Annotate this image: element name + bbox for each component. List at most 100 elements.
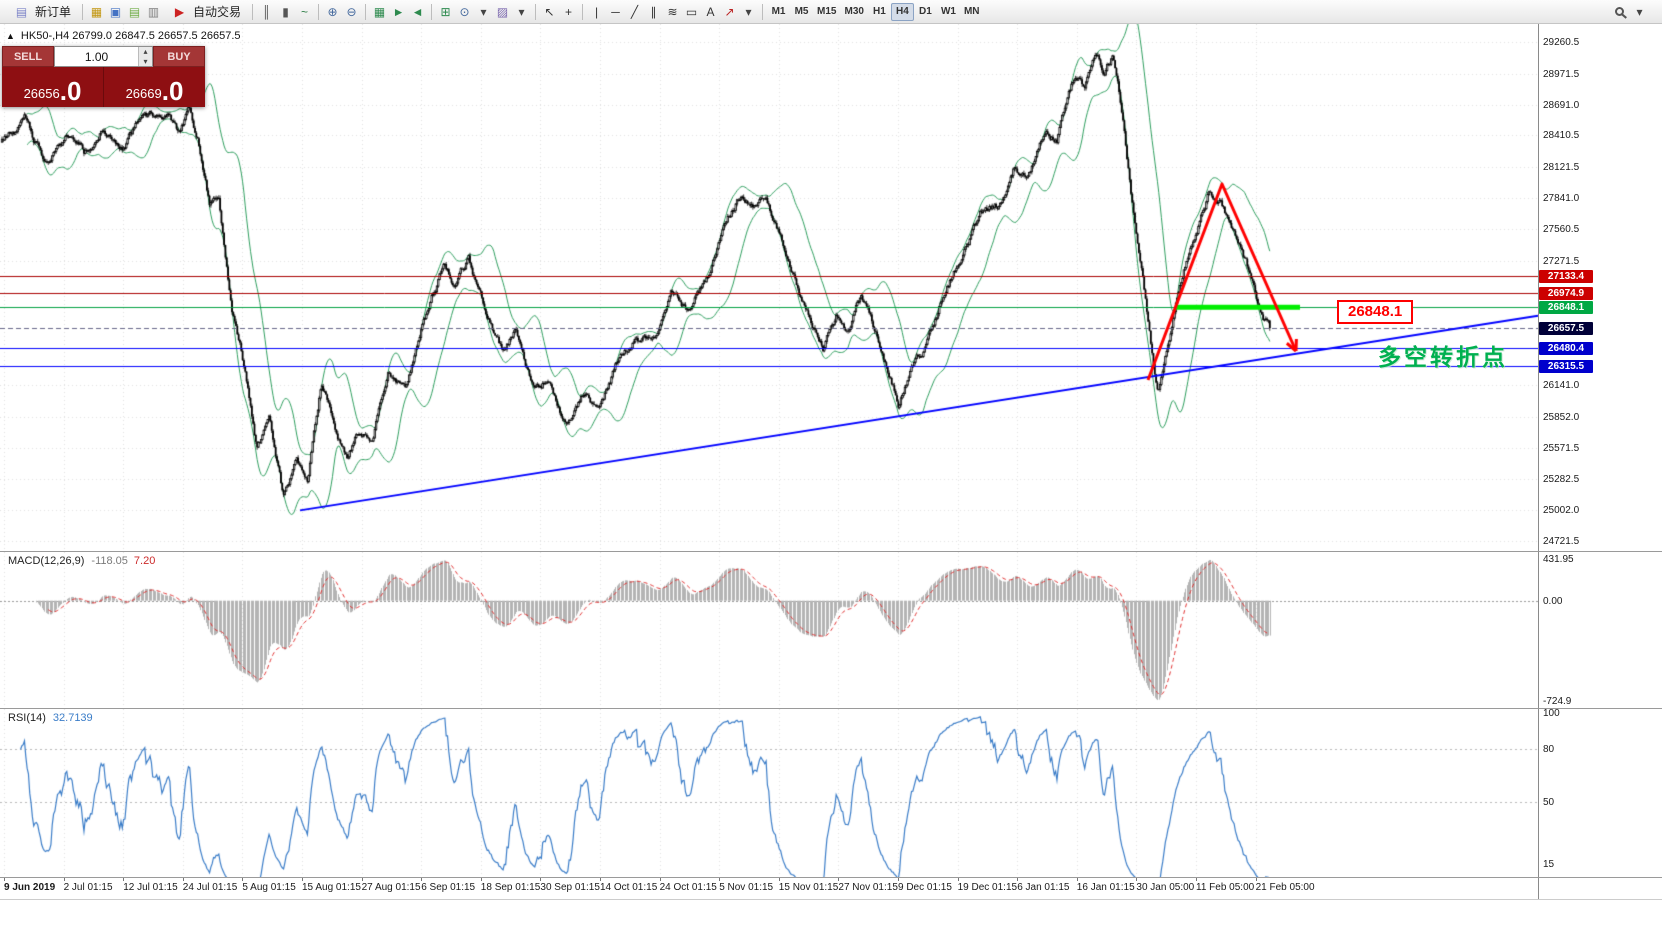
timeframe-d1-button[interactable]: D1 xyxy=(914,3,937,21)
time-axis-label: 5 Aug 01:15 xyxy=(242,882,296,893)
time-axis-label: 9 Dec 01:15 xyxy=(898,882,952,893)
turning-point-note[interactable]: 多空转折点 xyxy=(1378,344,1508,370)
buy-button[interactable]: BUY xyxy=(153,46,205,67)
macd-canvas[interactable] xyxy=(0,552,1538,708)
new-order-icon: ▤ xyxy=(15,4,28,19)
rsi-canvas[interactable] xyxy=(0,709,1538,877)
toolbar-separator xyxy=(365,3,367,20)
indicators-icon[interactable]: ⊞ xyxy=(440,4,451,19)
search-icon[interactable] xyxy=(1615,7,1624,16)
toolbar-separator xyxy=(762,3,764,20)
time-axis-tick xyxy=(898,878,899,881)
market-watch-icon[interactable]: ▦ xyxy=(90,4,103,19)
auto-scroll-icon[interactable]: ► xyxy=(392,4,405,19)
volume-input[interactable] xyxy=(55,47,138,66)
time-axis-tick xyxy=(123,878,124,881)
horizontal-line-icon[interactable]: ─ xyxy=(611,4,620,19)
timeframe-m15-button[interactable]: M15 xyxy=(813,3,840,21)
volume-down-icon[interactable]: ▾ xyxy=(139,56,152,66)
time-axis-label: 6 Jan 01:15 xyxy=(1017,882,1070,893)
time-axis-tick xyxy=(421,878,422,881)
toolbar-separator xyxy=(82,3,84,20)
time-axis-tick xyxy=(838,878,839,881)
rsi-label: RSI(14) 32.7139 xyxy=(8,712,93,724)
chart-toolbar-group: ║ ▮ ~ ⊕ ⊖ ▦ ► ◄ ⊞ ⊙ ▾ ▨ ▾ ↖ + | ─ ╱ ∥ ≋ ▭ A ↗ ▾ xyxy=(257,2,767,21)
volume-up-icon[interactable]: ▴ xyxy=(139,47,152,57)
zoom-out-icon[interactable]: ⊖ xyxy=(346,4,357,19)
templates-dropdown-icon[interactable]: ▾ xyxy=(518,4,525,19)
time-axis-label: 19 Dec 01:15 xyxy=(957,882,1018,893)
sell-button[interactable]: SELL xyxy=(2,46,54,67)
sell-price-display[interactable]: 26656.0 xyxy=(2,67,104,107)
vertical-line-icon[interactable]: | xyxy=(594,4,599,19)
time-axis-tick xyxy=(958,878,959,881)
zoom-in-icon[interactable]: ⊕ xyxy=(327,4,338,19)
time-axis-label: 18 Sep 01:15 xyxy=(480,882,541,893)
line-chart-icon[interactable]: ~ xyxy=(301,4,309,19)
time-axis-label: 2 Jul 01:15 xyxy=(63,882,113,893)
templates-icon[interactable]: ▨ xyxy=(496,4,509,19)
time-axis-label: 6 Sep 01:15 xyxy=(421,882,476,893)
time-axis-tick xyxy=(719,878,720,881)
chart-shift-icon[interactable]: ◄ xyxy=(411,4,424,19)
arrow-tool-icon[interactable]: ↗ xyxy=(724,4,735,19)
bar-chart-icon[interactable]: ║ xyxy=(262,4,271,19)
time-axis-label: 11 Feb 05:00 xyxy=(1196,882,1255,893)
file-toolbar-group: ▦ ▣ ▤ ▥ xyxy=(87,2,163,21)
time-axis-tick xyxy=(1017,878,1018,881)
time-axis-label: 16 Jan 01:15 xyxy=(1076,882,1135,893)
trendline-icon[interactable]: ╱ xyxy=(630,4,639,19)
price-axis-column[interactable] xyxy=(1538,24,1662,899)
timeframe-m5-button[interactable]: M5 xyxy=(790,3,813,21)
time-axis-label: 30 Sep 01:15 xyxy=(540,882,600,893)
time-axis-tick xyxy=(1077,878,1078,881)
text-icon[interactable]: A xyxy=(706,4,715,19)
fibonacci-icon[interactable]: ≋ xyxy=(667,4,678,19)
panel-separator[interactable] xyxy=(0,708,1662,709)
time-axis-tick xyxy=(64,878,65,881)
symbols-dropdown-icon[interactable]: ▾ xyxy=(1636,4,1643,19)
cursor-icon[interactable]: ↖ xyxy=(544,4,555,19)
charts-window-icon[interactable]: ▣ xyxy=(109,4,122,19)
timeframe-mn-button[interactable]: MN xyxy=(960,3,984,21)
panel-toggle-icon[interactable]: ▲ xyxy=(6,31,15,41)
timeframe-h1-button[interactable]: H1 xyxy=(868,3,891,21)
toolbar-separator xyxy=(582,3,584,20)
timeframe-m30-button[interactable]: M30 xyxy=(840,3,867,21)
candlestick-chart-icon[interactable]: ▮ xyxy=(282,4,289,19)
tile-windows-icon[interactable]: ▦ xyxy=(373,4,386,19)
toolbar: ▤ 新订单 ▦ ▣ ▤ ▥ ▶ 自动交易 ║ ▮ ~ ⊕ ⊖ ▦ ► ◄ ⊞ ⊙ ▾ ▨ ▾ ↖ + | ─ ╱ ∥ ≋ ▭ A… xyxy=(0,0,1662,24)
channel-icon[interactable]: ∥ xyxy=(650,4,657,19)
timeframe-h4-button[interactable]: H4 xyxy=(890,2,914,21)
crosshair-icon[interactable]: + xyxy=(565,4,573,19)
toolbar-separator xyxy=(431,3,433,20)
buy-price-display[interactable]: 26669.0 xyxy=(125,76,184,106)
search-toolbar-group: ▾ xyxy=(1615,2,1657,21)
new-order-button[interactable]: ▤ 新订单 xyxy=(5,2,78,22)
autotrading-label: 自动交易 xyxy=(193,5,242,19)
timeframes-toolbar-group: M1 M5 M15 M30 H1 H4 D1 W1 MN xyxy=(767,2,984,21)
time-axis-tick xyxy=(1256,878,1257,881)
objects-dropdown-icon[interactable]: ▾ xyxy=(745,4,752,19)
navigator-icon[interactable]: ▤ xyxy=(128,4,141,19)
autotrading-button[interactable]: ▶ 自动交易 xyxy=(163,2,248,22)
volume-spinner: ▴ ▾ xyxy=(138,47,152,66)
price-callout-label[interactable]: 26848.1 xyxy=(1337,300,1414,324)
macd-label: MACD(12,26,9) -118.05 7.20 xyxy=(8,555,156,567)
time-axis-label: 9 Jun 2019 xyxy=(4,882,56,893)
periods-dropdown-icon[interactable]: ▾ xyxy=(480,4,487,19)
time-axis-label: 27 Aug 01:15 xyxy=(361,882,421,893)
rectangle-icon[interactable]: ▭ xyxy=(685,4,698,19)
price-chart-canvas[interactable] xyxy=(0,24,1538,551)
time-axis-tick xyxy=(242,878,243,881)
timeframe-m1-button[interactable]: M1 xyxy=(767,3,790,21)
time-axis-tick xyxy=(481,878,482,881)
terminal-icon[interactable]: ▥ xyxy=(147,4,160,19)
panel-separator[interactable] xyxy=(0,551,1662,552)
periods-icon[interactable]: ⊙ xyxy=(459,4,470,19)
timeframe-w1-button[interactable]: W1 xyxy=(937,3,960,21)
time-axis-label: 30 Jan 05:00 xyxy=(1136,882,1195,893)
time-axis-label: 14 Oct 01:15 xyxy=(600,882,658,893)
symbol-ohlc-text: HK50-,H4 26799.0 26847.5 26657.5 26657.5 xyxy=(20,30,241,42)
